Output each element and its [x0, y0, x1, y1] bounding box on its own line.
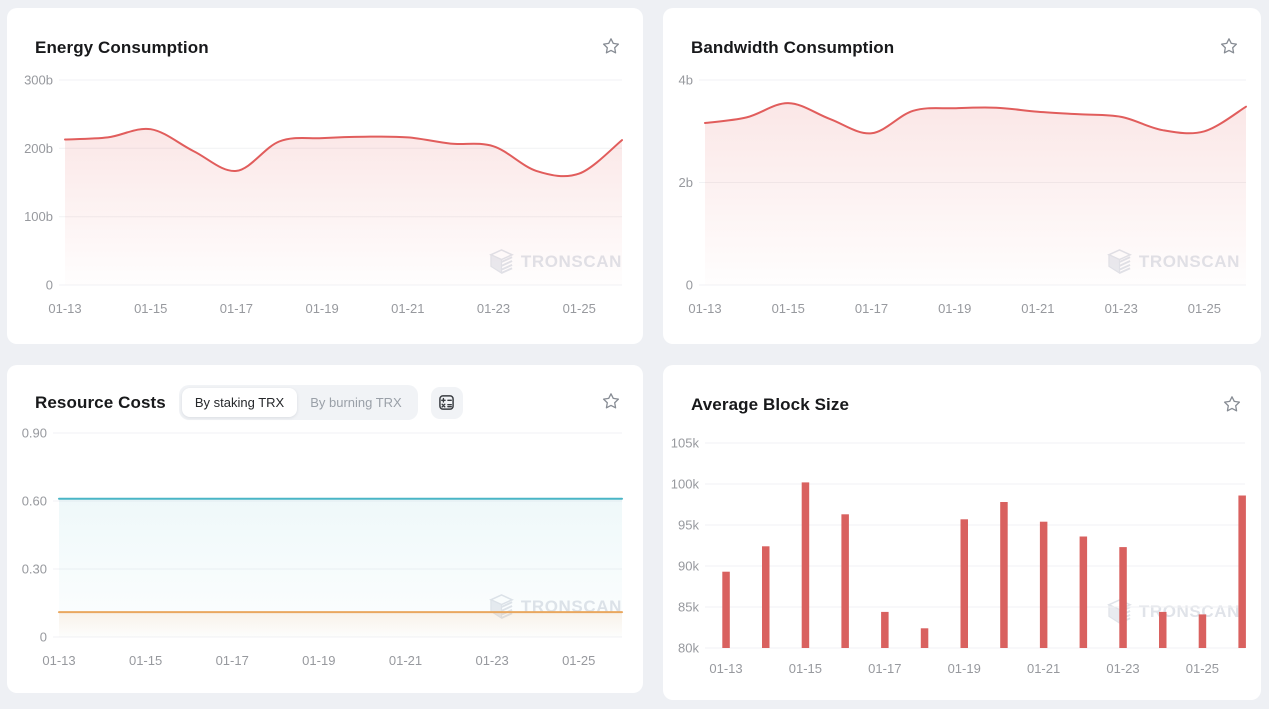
x-tick-label: 01-23	[477, 301, 510, 316]
x-tick-label: 01-13	[709, 661, 742, 676]
resource-cost-tab-group: By staking TRX By burning TRX	[178, 385, 418, 420]
star-outline-icon	[1223, 396, 1241, 412]
x-tick-label: 01-19	[305, 301, 338, 316]
y-tick-label: 0.30	[22, 562, 47, 577]
bar[interactable]	[841, 514, 849, 648]
bar[interactable]	[1000, 502, 1008, 648]
series-area	[705, 103, 1246, 285]
x-tick-label: 01-13	[688, 301, 721, 316]
y-tick-label: 95k	[678, 518, 699, 533]
y-tick-label: 0	[46, 278, 53, 293]
bandwidth-consumption-card: Bandwidth Consumption TRONSCAN 02b4b01-1…	[663, 8, 1261, 344]
bar[interactable]	[1079, 536, 1088, 649]
card-header: Bandwidth Consumption	[691, 38, 894, 58]
x-tick-label: 01-23	[1106, 661, 1139, 676]
energy-consumption-chart[interactable]: 0 100b 200b 300b 01-13 01-15 01-17 01-19 01-21 01…	[7, 63, 643, 344]
calculator-icon	[439, 395, 455, 410]
y-tick-label: 90k	[678, 559, 699, 574]
x-tick-label: 01-17	[216, 653, 249, 668]
card-header: Energy Consumption	[35, 38, 209, 58]
x-tick-label: 01-21	[389, 653, 422, 668]
y-tick-label: 100k	[671, 477, 700, 492]
x-tick-label: 01-19	[948, 661, 981, 676]
series-area	[59, 612, 622, 637]
x-tick-label: 01-17	[220, 301, 253, 316]
favorite-star-icon[interactable]	[600, 390, 622, 412]
tab-by-staking-trx[interactable]: By staking TRX	[181, 388, 298, 417]
favorite-star-icon[interactable]	[1221, 393, 1243, 415]
x-tick-label: 01-13	[48, 301, 81, 316]
star-outline-icon	[602, 38, 620, 54]
x-tick-label: 01-15	[134, 301, 167, 316]
series-line[interactable]	[704, 102, 1247, 135]
x-tick-label: 01-25	[1188, 301, 1221, 316]
card-title: Bandwidth Consumption	[691, 38, 895, 57]
x-tick-label: 01-21	[391, 301, 424, 316]
bar[interactable]	[1198, 614, 1207, 648]
y-tick-label: 0.90	[22, 426, 47, 441]
y-tick-label: 4b	[679, 73, 693, 88]
y-tick-label: 80k	[678, 641, 699, 656]
bar[interactable]	[1238, 495, 1246, 649]
bar[interactable]	[920, 628, 929, 648]
x-tick-label: 01-17	[868, 661, 901, 676]
bar[interactable]	[881, 611, 889, 648]
y-tick-label: 0	[40, 630, 47, 645]
card-header: Average Block Size	[691, 395, 849, 415]
series-line[interactable]	[64, 127, 623, 178]
bandwidth-consumption-chart[interactable]: 0 2b 4b 01-13 01-15 01-17 01-19 01-21 01-23 01-25	[663, 63, 1261, 344]
average-block-size-chart[interactable]: 80k 85k 90k 95k 100k 105k 01-13 01-15 01-17 01-19…	[663, 425, 1261, 700]
card-title: Energy Consumption	[35, 38, 209, 57]
y-tick-label: 85k	[678, 600, 699, 615]
x-tick-label: 01-15	[772, 301, 805, 316]
y-tick-label: 105k	[671, 436, 700, 451]
resource-costs-card: Resource Costs By staking TRX By burning…	[7, 365, 643, 693]
energy-consumption-card: Energy Consumption TRONSCAN 0100b200b300…	[7, 8, 643, 344]
bar[interactable]	[801, 482, 810, 648]
series-area	[65, 128, 622, 285]
star-outline-icon	[1220, 38, 1238, 54]
bar[interactable]	[1119, 547, 1127, 648]
x-tick-label: 01-15	[789, 661, 822, 676]
y-tick-label: 0	[686, 278, 693, 293]
x-tick-label: 01-21	[1027, 661, 1060, 676]
card-header: Resource Costs By staking TRX By burning…	[35, 385, 463, 420]
star-outline-icon	[602, 393, 620, 409]
x-tick-label: 01-25	[562, 653, 595, 668]
bar[interactable]	[960, 519, 969, 648]
favorite-star-icon[interactable]	[1218, 35, 1240, 57]
y-tick-label: 0.60	[22, 494, 47, 509]
x-tick-label: 01-19	[938, 301, 971, 316]
bar[interactable]	[1159, 611, 1167, 648]
bar[interactable]	[762, 546, 770, 648]
card-title: Resource Costs	[35, 392, 166, 412]
calculator-button[interactable]	[430, 386, 463, 419]
y-tick-label: 200b	[24, 141, 53, 156]
x-tick-label: 01-15	[129, 653, 162, 668]
bar[interactable]	[1039, 521, 1048, 648]
x-tick-label: 01-25	[1186, 661, 1219, 676]
card-title: Average Block Size	[691, 395, 850, 414]
y-tick-label: 300b	[24, 73, 53, 88]
x-tick-label: 01-21	[1021, 301, 1054, 316]
y-tick-label: 100b	[24, 209, 53, 224]
bar[interactable]	[722, 571, 730, 648]
favorite-star-icon[interactable]	[600, 35, 622, 57]
resource-costs-chart[interactable]: 0 0.30 0.60 0.90 01-13 01-15 01-17 01-19 01-21 01…	[7, 420, 643, 693]
x-tick-label: 01-23	[475, 653, 508, 668]
x-tick-label: 01-23	[1105, 301, 1138, 316]
y-tick-label: 2b	[679, 175, 693, 190]
tab-by-burning-trx[interactable]: By burning TRX	[297, 388, 415, 417]
x-tick-label: 01-25	[563, 301, 596, 316]
x-tick-label: 01-19	[302, 653, 335, 668]
x-tick-label: 01-13	[42, 653, 75, 668]
x-tick-label: 01-17	[855, 301, 888, 316]
average-block-size-card: Average Block Size TRONSCAN 80k 85k 90k 95k…	[663, 365, 1261, 700]
series-area	[59, 498, 622, 637]
